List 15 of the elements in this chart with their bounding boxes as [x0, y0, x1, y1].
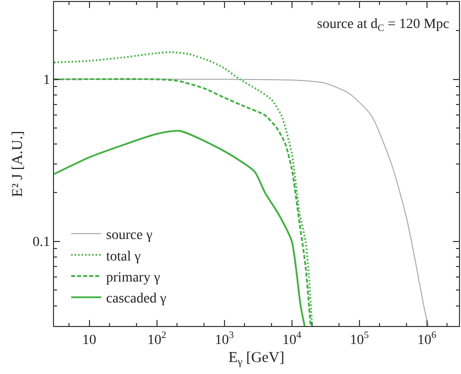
legend-label: primary γ — [106, 270, 160, 286]
y-axis-title: E² J [A.U.] — [10, 130, 26, 198]
x-tick-label: 10$^{4}$ — [282, 330, 302, 348]
annotation: source at d$_{C}$ = 120 Mpc — [317, 17, 450, 34]
legend-label: source γ — [106, 228, 152, 244]
y-tick-label: 1 — [43, 73, 50, 88]
legend-label: total γ — [106, 249, 141, 264]
x-tick-label: 10$^{3}$ — [214, 330, 234, 348]
legend-label: cascaded γ — [106, 292, 166, 307]
x-tick-label: 10$^{5}$ — [350, 330, 369, 348]
y-tick-label: 0.1 — [32, 235, 50, 250]
x-tick-label: 10$^{6}$ — [417, 330, 436, 348]
x-tick-label: 10 — [82, 332, 96, 348]
x-axis-title: E$_{γ}$ [GeV] — [228, 350, 284, 368]
x-tick-label: 10$^{2}$ — [147, 330, 166, 348]
